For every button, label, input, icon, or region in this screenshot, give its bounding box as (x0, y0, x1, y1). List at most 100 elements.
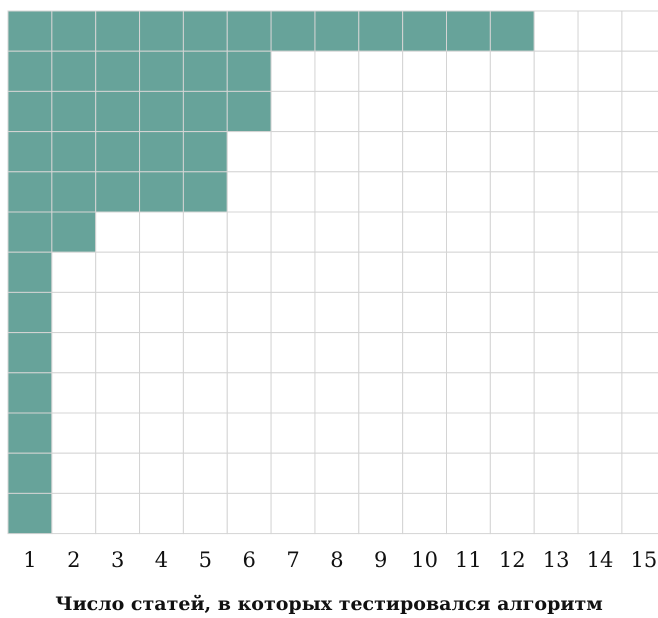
empty-cell (51, 332, 97, 374)
empty-cell (621, 50, 658, 92)
empty-cell (402, 492, 447, 535)
filled-cell (139, 131, 184, 173)
empty-cell (446, 452, 491, 494)
filled-cell (489, 10, 535, 52)
empty-cell (226, 452, 272, 494)
empty-cell (577, 372, 623, 414)
filled-cell (51, 171, 97, 213)
empty-cell (446, 332, 491, 374)
filled-cell (51, 90, 97, 133)
filled-cell (95, 131, 141, 173)
x-axis-tick-labels: 1 2 3 4 5 6 7 8 9 10 11 12 13 14 15 (23, 548, 657, 572)
empty-cell (577, 251, 623, 293)
empty-cell (270, 291, 316, 334)
empty-cell (314, 171, 360, 213)
filled-cell (51, 131, 97, 173)
filled-cell (226, 10, 272, 52)
empty-cell (226, 412, 272, 454)
filled-cell (446, 10, 491, 52)
empty-cell (314, 372, 360, 414)
empty-cell (314, 131, 360, 173)
empty-cell (489, 452, 535, 494)
empty-cell (270, 171, 316, 213)
x-tick-label: 4 (155, 548, 168, 572)
x-tick-label: 2 (67, 548, 80, 572)
empty-cell (402, 50, 447, 92)
filled-cell (7, 50, 53, 92)
filled-cell (7, 171, 53, 213)
empty-cell (533, 10, 579, 52)
filled-cell (7, 412, 53, 454)
filled-cell (7, 251, 53, 293)
empty-cell (577, 50, 623, 92)
empty-cell (139, 372, 184, 414)
empty-cell (533, 171, 579, 213)
filled-cell (139, 171, 184, 213)
x-tick-label: 14 (587, 548, 614, 572)
empty-cell (402, 131, 447, 173)
empty-cell (139, 291, 184, 334)
empty-cell (489, 291, 535, 334)
x-tick-label: 11 (455, 548, 482, 572)
empty-cell (270, 492, 316, 535)
empty-cell (139, 452, 184, 494)
filled-cell (7, 452, 53, 494)
empty-cell (402, 251, 447, 293)
empty-cell (226, 372, 272, 414)
empty-cell (314, 90, 360, 133)
filled-cell (95, 10, 141, 52)
filled-cell (314, 10, 360, 52)
empty-cell (621, 291, 658, 334)
empty-cell (358, 332, 404, 374)
empty-cell (402, 211, 447, 253)
empty-cell (51, 452, 97, 494)
empty-cell (402, 90, 447, 133)
empty-cell (577, 211, 623, 253)
filled-cell (95, 171, 141, 213)
empty-cell (446, 372, 491, 414)
empty-cell (446, 50, 491, 92)
empty-cell (314, 452, 360, 494)
empty-cell (577, 492, 623, 535)
empty-cell (314, 50, 360, 92)
empty-cell (489, 211, 535, 253)
empty-cell (314, 332, 360, 374)
empty-cell (577, 452, 623, 494)
empty-cell (577, 332, 623, 374)
x-tick-label: 1 (23, 548, 36, 572)
empty-cell (446, 492, 491, 535)
empty-cell (358, 211, 404, 253)
empty-cell (270, 372, 316, 414)
empty-cell (51, 412, 97, 454)
empty-cell (621, 90, 658, 133)
x-tick-label: 13 (543, 548, 570, 572)
empty-cell (358, 251, 404, 293)
empty-cell (446, 251, 491, 293)
filled-cell (182, 171, 228, 213)
filled-cell (7, 10, 53, 52)
empty-cell (446, 211, 491, 253)
empty-cell (533, 211, 579, 253)
x-tick-label: 3 (111, 548, 124, 572)
empty-cell (358, 291, 404, 334)
empty-cell (270, 412, 316, 454)
empty-cell (577, 131, 623, 173)
empty-cell (402, 372, 447, 414)
empty-cell (358, 90, 404, 133)
empty-cell (51, 372, 97, 414)
empty-cell (621, 372, 658, 414)
empty-cell (533, 412, 579, 454)
empty-cell (95, 412, 141, 454)
empty-cell (358, 412, 404, 454)
empty-cell (358, 131, 404, 173)
empty-cell (358, 452, 404, 494)
x-tick-label: 10 (411, 548, 438, 572)
empty-cell (358, 372, 404, 414)
empty-cell (621, 251, 658, 293)
x-axis-title: Число статей, в которых тестировался алг… (55, 593, 603, 615)
empty-cell (226, 131, 272, 173)
empty-cell (577, 171, 623, 213)
empty-cell (402, 412, 447, 454)
empty-cell (226, 211, 272, 253)
